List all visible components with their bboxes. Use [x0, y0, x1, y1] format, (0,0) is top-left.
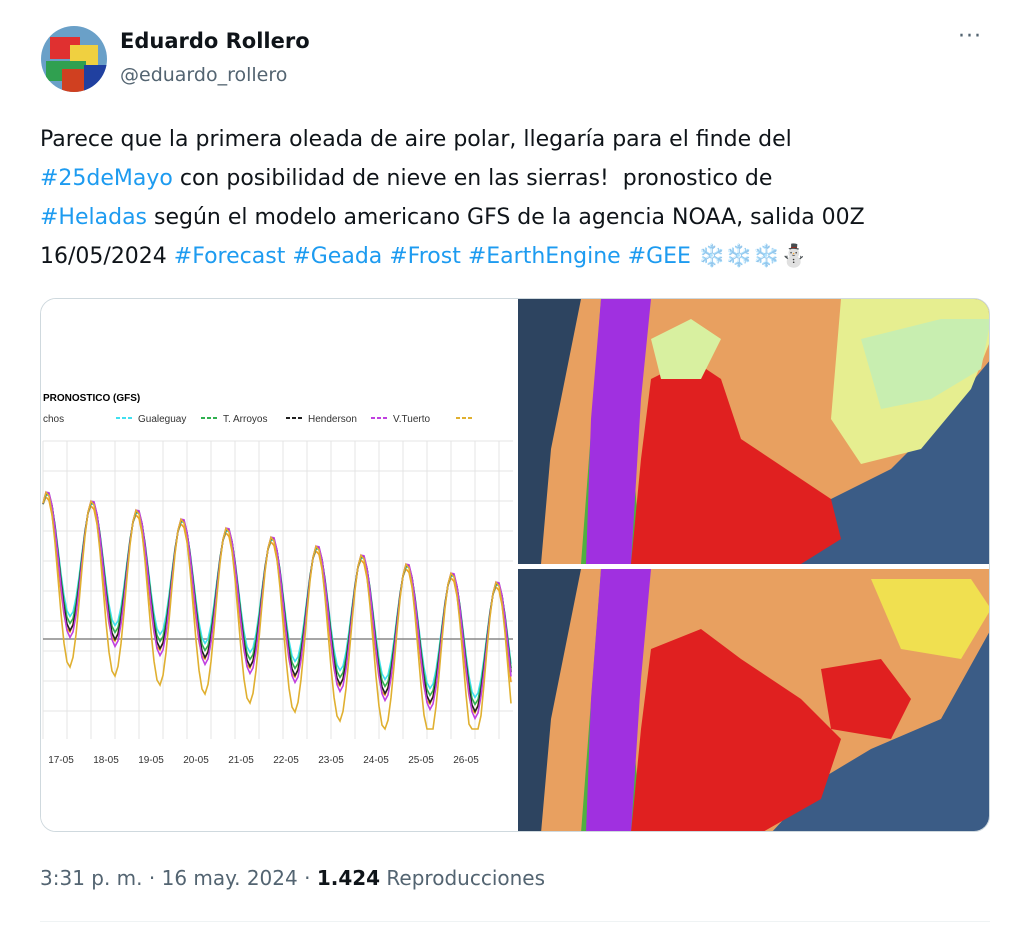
text-line: #Heladas según el modelo americano GFS d…	[40, 198, 980, 237]
x-tick-label: 20-05	[183, 755, 209, 766]
trace	[42, 490, 512, 731]
text-segment: ❄️❄️❄️⛄	[690, 244, 808, 269]
chart-title: PRONOSTICO (GFS)	[43, 393, 140, 404]
tweet-meta: 3:31 p. m. · 16 may. 2024 · 1.424 Reprod…	[40, 866, 545, 890]
x-tick-label: 23-05	[318, 755, 344, 766]
trace	[42, 491, 512, 721]
text-line: 16/05/2024 #Forecast #Geada #Frost #Eart…	[40, 237, 980, 276]
hashtag[interactable]: #25deMayo	[40, 166, 173, 191]
chart-plot: PRONOSTICO (GFS) chos Gualeguay T. Arroyos H…	[42, 393, 513, 766]
legend-label: Gualeguay	[138, 414, 186, 425]
x-tick-label: 17-05	[48, 755, 74, 766]
more-button[interactable]: ···	[958, 24, 982, 49]
x-tick-label: 18-05	[93, 755, 119, 766]
hashtag[interactable]: #Forecast #Geada #Frost #EarthEngine #GE…	[173, 244, 691, 269]
legend-label: Henderson	[308, 414, 357, 425]
text-line: #25deMayo con posibilidad de nieve en la…	[40, 159, 980, 198]
text-segment: según el modelo americano GFS de la agen…	[147, 205, 865, 230]
text-segment: 16/05/2024	[40, 244, 174, 269]
text-line: Parece que la primera oleada de aire pol…	[40, 120, 980, 159]
x-tick-label: 22-05	[273, 755, 299, 766]
media[interactable]: PRONOSTICO (GFS) chos Gualeguay T. Arroyos H…	[40, 298, 990, 832]
x-tick-label: 24-05	[363, 755, 389, 766]
avatar[interactable]	[40, 25, 108, 93]
x-tick-label: 26-05	[453, 755, 479, 766]
view-label: Reproducciones	[380, 866, 546, 890]
x-tick-label: 19-05	[138, 755, 164, 766]
text-segment: Parece que la primera oleada de aire pol…	[40, 127, 792, 152]
divider	[40, 921, 990, 922]
timestamp[interactable]: 3:31 p. m. · 16 may. 2024 ·	[40, 866, 317, 890]
map-top	[518, 299, 989, 564]
author-name[interactable]: Eduardo Rollero	[120, 29, 310, 53]
x-tick-label: 21-05	[228, 755, 254, 766]
map-bottom	[518, 569, 989, 831]
text-segment: con posibilidad de nieve en las sierras!…	[172, 166, 773, 191]
x-tick-label: 25-05	[408, 755, 434, 766]
view-count: 1.424	[316, 866, 381, 890]
media-image: PRONOSTICO (GFS) chos Gualeguay T. Arroyos H…	[41, 299, 989, 831]
tweet-text: Parece que la primera oleada de aire pol…	[40, 120, 980, 276]
author-handle[interactable]: @eduardo_rollero	[120, 64, 288, 86]
legend-label: chos	[43, 414, 64, 425]
legend-label: T. Arroyos	[223, 414, 267, 425]
hashtag[interactable]: #Heladas	[40, 205, 148, 230]
legend-label: V.Tuerto	[393, 414, 430, 425]
